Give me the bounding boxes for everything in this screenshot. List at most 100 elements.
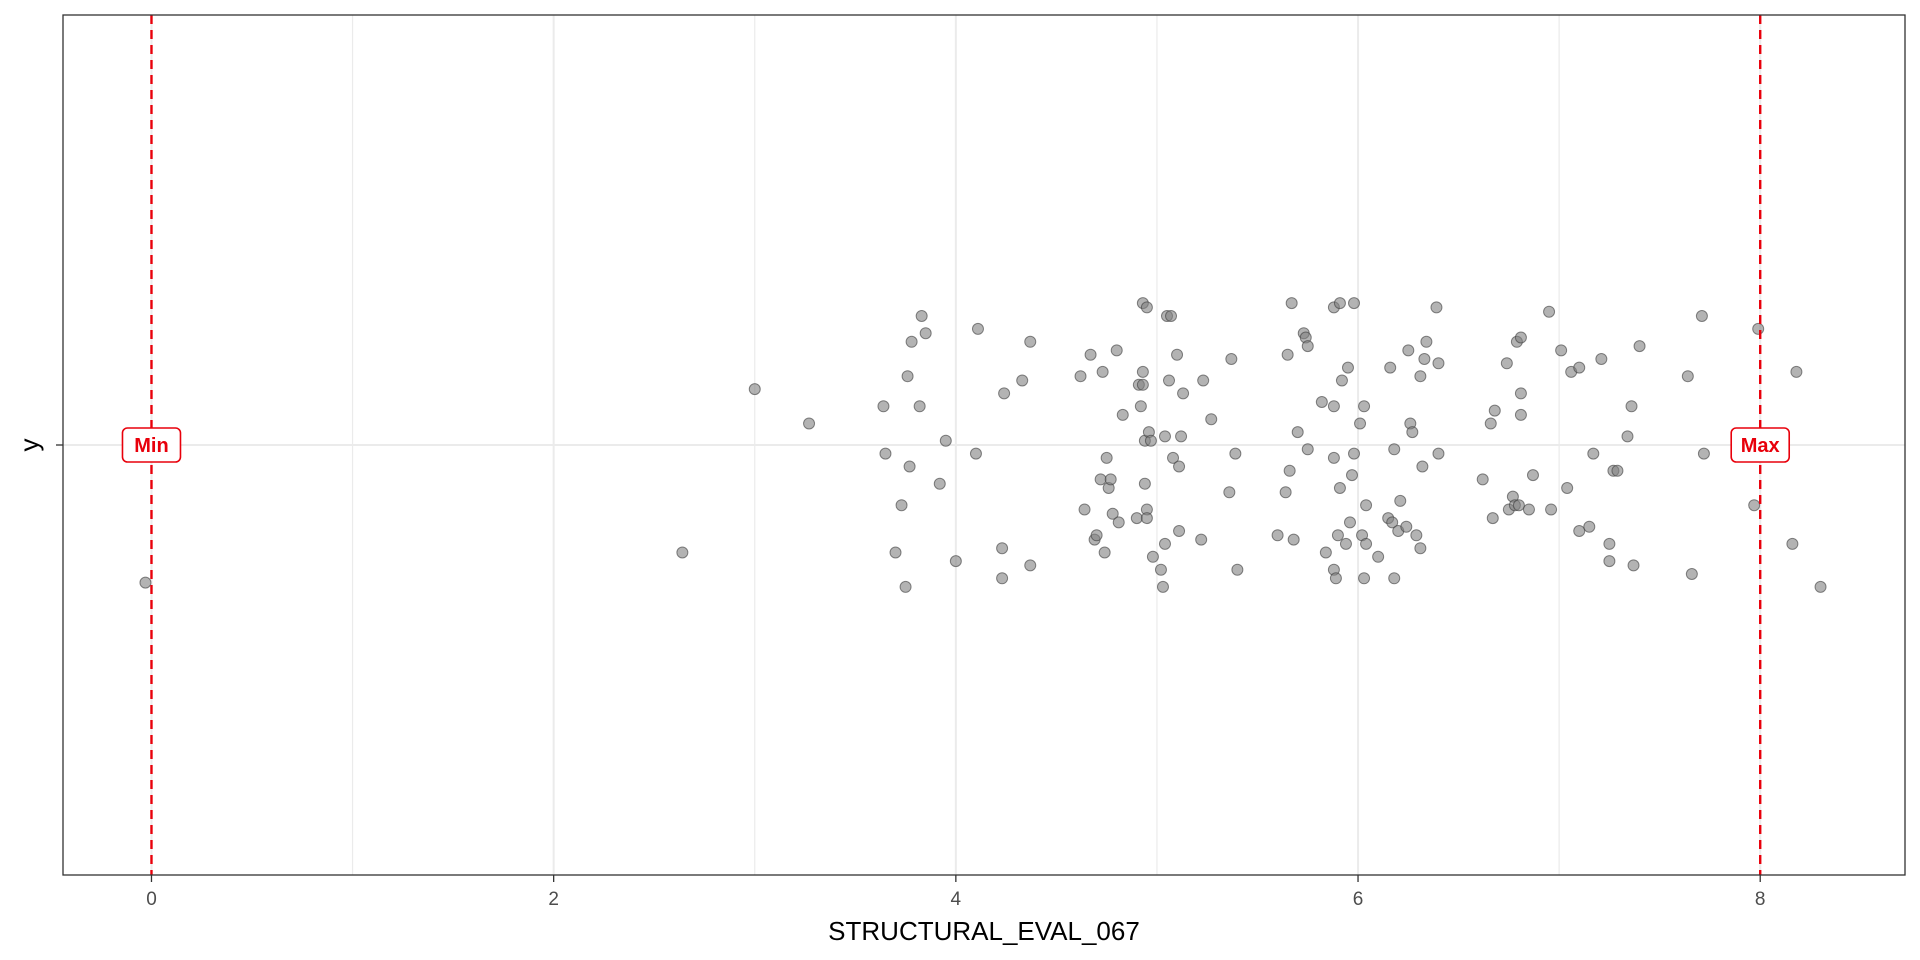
data-point	[1402, 344, 1415, 357]
data-point	[1175, 430, 1188, 443]
data-point	[1484, 417, 1497, 430]
data-point	[1271, 529, 1284, 542]
data-point	[1388, 572, 1401, 585]
data-point	[1416, 460, 1429, 473]
data-point	[1335, 374, 1348, 387]
data-point	[939, 434, 952, 447]
data-point	[1195, 533, 1208, 546]
data-point	[1096, 365, 1109, 378]
min-line-label: Min	[134, 435, 168, 457]
data-point	[1587, 447, 1600, 460]
data-point	[969, 447, 982, 460]
x-tick-label: 6	[1353, 889, 1364, 910]
data-point	[1603, 537, 1616, 550]
data-point	[1697, 447, 1710, 460]
data-point	[879, 447, 892, 460]
data-point	[1173, 460, 1186, 473]
max-line-label: Max	[1741, 435, 1780, 457]
data-point	[1339, 537, 1352, 550]
data-point	[1154, 563, 1167, 576]
data-point	[971, 322, 984, 335]
data-point	[1134, 400, 1147, 413]
data-point	[1526, 469, 1539, 482]
data-point	[1074, 370, 1087, 383]
data-point	[1603, 555, 1616, 568]
data-point	[1333, 482, 1346, 494]
max-line-label-box	[1730, 427, 1791, 463]
data-point	[1695, 310, 1708, 322]
data-point	[1414, 370, 1427, 383]
data-point	[1177, 387, 1190, 400]
data-point	[1225, 353, 1238, 365]
data-point	[1024, 559, 1037, 572]
data-point	[1748, 499, 1761, 512]
data-point	[1358, 400, 1371, 413]
data-point	[1786, 537, 1799, 550]
data-point	[1110, 344, 1123, 357]
data-point	[1432, 357, 1445, 370]
data-point	[1136, 365, 1149, 378]
data-point	[1388, 443, 1401, 456]
data-point	[1545, 503, 1558, 516]
data-point	[1116, 408, 1129, 421]
data-point	[1098, 546, 1111, 559]
data-point	[1136, 378, 1149, 391]
min-line-label-box	[121, 427, 182, 463]
x-axis-title: STRUCTURAL_EVAL_067	[828, 916, 1140, 946]
data-point	[1358, 572, 1371, 585]
data-point	[996, 542, 1009, 555]
data-point	[1621, 430, 1634, 443]
data-point	[1078, 503, 1091, 516]
data-point	[1522, 503, 1535, 516]
data-point	[1814, 580, 1827, 593]
data-point	[1595, 353, 1608, 365]
data-point	[1561, 482, 1574, 494]
points-layer	[139, 297, 1827, 593]
data-point	[1488, 404, 1501, 417]
data-point	[1386, 516, 1399, 529]
data-point	[1573, 361, 1586, 374]
y-axis-title: y	[14, 439, 44, 452]
data-point	[1229, 447, 1242, 460]
data-point	[1476, 473, 1489, 486]
reference-lines: Min Max	[121, 15, 1791, 875]
data-point	[1420, 335, 1433, 348]
data-point	[1514, 331, 1527, 344]
data-point	[1279, 486, 1292, 499]
x-tick-label: 8	[1755, 889, 1766, 910]
data-point	[1165, 310, 1178, 322]
data-point	[1285, 297, 1298, 310]
data-point	[1400, 520, 1413, 533]
data-point	[1024, 335, 1037, 348]
data-point	[1333, 297, 1346, 310]
data-point	[139, 576, 152, 589]
data-point	[1514, 387, 1527, 400]
data-point	[1331, 529, 1344, 542]
data-point	[905, 335, 918, 348]
data-point	[1104, 473, 1117, 486]
data-point	[1231, 563, 1244, 576]
data-point	[1752, 322, 1765, 335]
data-point	[1158, 430, 1171, 443]
data-point	[901, 370, 914, 383]
data-point	[1543, 305, 1556, 318]
data-point	[1100, 451, 1113, 464]
data-point	[1301, 340, 1314, 353]
data-point	[1348, 447, 1361, 460]
data-point	[1354, 417, 1367, 430]
data-point	[895, 499, 908, 512]
data-point	[1790, 365, 1803, 378]
data-point	[998, 387, 1011, 400]
data-point	[889, 546, 902, 559]
data-point	[1223, 486, 1236, 499]
data-point	[933, 477, 946, 490]
data-point	[1205, 413, 1218, 426]
data-point	[919, 327, 932, 340]
data-point	[1084, 348, 1097, 361]
data-point	[1348, 297, 1361, 310]
data-point	[1418, 353, 1431, 365]
data-point	[1627, 559, 1640, 572]
data-point	[748, 383, 761, 396]
